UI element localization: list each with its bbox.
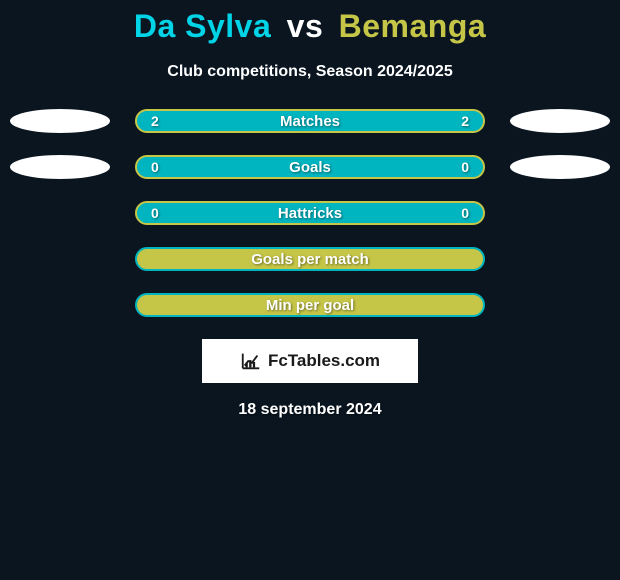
comparison-card: Da Sylva vs Bemanga Club competitions, S… (0, 0, 620, 419)
stat-left-value: 2 (151, 113, 159, 129)
stat-label: Min per goal (266, 297, 354, 314)
stat-right-value: 0 (461, 205, 469, 221)
ellipse-icon (10, 155, 110, 179)
stat-right-value: 2 (461, 113, 469, 129)
stat-label: Goals per match (251, 251, 369, 268)
stat-rows: 2 Matches 2 0 Goals 0 0 Hattricks 0 (0, 109, 620, 317)
ellipse-icon (10, 109, 110, 133)
stat-bar: 2 Matches 2 (135, 109, 485, 133)
stat-row-hattricks: 0 Hattricks 0 (0, 201, 620, 225)
stat-row-goals: 0 Goals 0 (0, 155, 620, 179)
stat-row-goals-per-match: Goals per match (0, 247, 620, 271)
stat-bar: Min per goal (135, 293, 485, 317)
stat-label: Matches (280, 113, 340, 130)
stat-label: Goals (289, 159, 331, 176)
stat-row-min-per-goal: Min per goal (0, 293, 620, 317)
vs-text: vs (287, 8, 324, 44)
stat-label: Hattricks (278, 205, 342, 222)
ellipse-icon (510, 155, 610, 179)
subtitle: Club competitions, Season 2024/2025 (0, 63, 620, 81)
page-title: Da Sylva vs Bemanga (0, 8, 620, 45)
stat-right-value: 0 (461, 159, 469, 175)
stat-bar: Goals per match (135, 247, 485, 271)
ellipse-icon (510, 109, 610, 133)
brand-logo[interactable]: FcTables.com (202, 339, 418, 383)
stat-bar: 0 Goals 0 (135, 155, 485, 179)
brand-text: FcTables.com (268, 351, 380, 371)
stat-left-value: 0 (151, 159, 159, 175)
stat-left-value: 0 (151, 205, 159, 221)
stat-row-matches: 2 Matches 2 (0, 109, 620, 133)
player2-name: Bemanga (339, 8, 487, 44)
date-text: 18 september 2024 (0, 401, 620, 419)
stat-bar: 0 Hattricks 0 (135, 201, 485, 225)
player1-name: Da Sylva (134, 8, 271, 44)
chart-icon (240, 350, 262, 372)
